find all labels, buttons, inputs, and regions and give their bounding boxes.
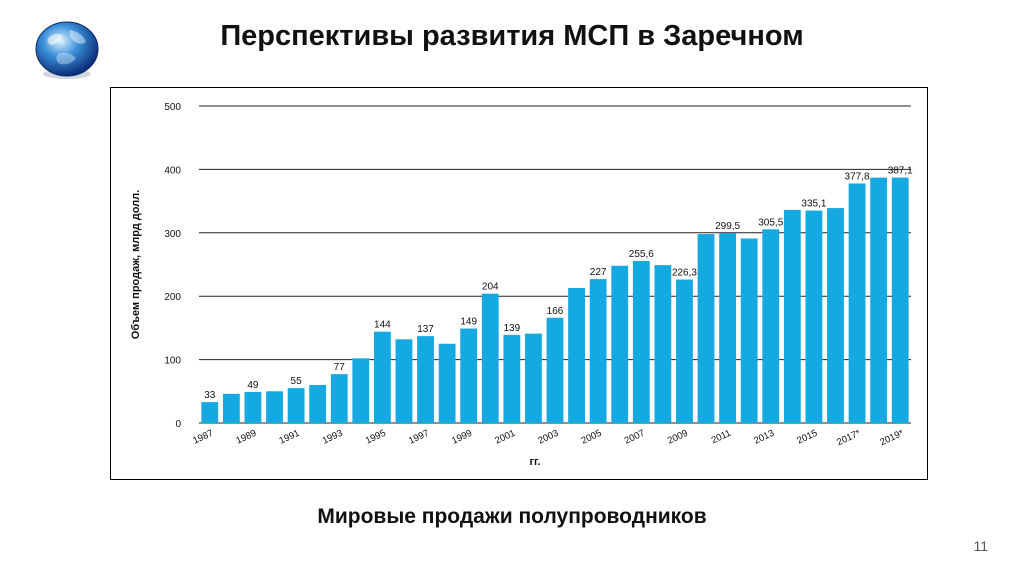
bar xyxy=(201,402,219,423)
bar-data-label: 227 xyxy=(590,267,607,278)
x-tick-label: 2017* xyxy=(835,428,862,449)
x-tick-label: 2013 xyxy=(752,428,776,447)
bar xyxy=(309,384,327,423)
y-tick-label: 0 xyxy=(175,419,181,430)
x-tick-label: 2009 xyxy=(666,428,690,447)
bar xyxy=(330,374,348,423)
bar xyxy=(805,210,823,423)
bar xyxy=(481,293,499,423)
bar xyxy=(719,233,737,423)
y-tick-label: 400 xyxy=(164,165,181,176)
bar xyxy=(222,393,240,423)
bar-data-label: 149 xyxy=(460,317,477,328)
bar xyxy=(352,358,370,423)
x-tick-label: 2011 xyxy=(710,428,733,447)
y-axis-title: Объем продаж, млрд долл. xyxy=(130,190,142,339)
bar-data-label: 299,5 xyxy=(715,221,740,232)
bar-data-label: 49 xyxy=(247,380,259,391)
x-tick-label: 2019* xyxy=(878,428,905,449)
chart-caption: Мировые продажи полупроводников xyxy=(317,505,707,528)
x-tick-label: 1995 xyxy=(364,428,388,447)
y-tick-label: 300 xyxy=(164,229,181,240)
bar xyxy=(870,177,888,423)
bar xyxy=(395,339,413,423)
x-tick-label: 1987 xyxy=(191,428,215,447)
bar-data-label: 137 xyxy=(417,324,434,335)
chart-frame: 0 100 200 300 400 500 Объем продаж, млрд долл.… xyxy=(110,87,928,480)
bar xyxy=(266,391,283,423)
bar xyxy=(460,328,478,423)
y-tick-label: 500 xyxy=(164,102,181,113)
bar xyxy=(632,260,650,423)
bar xyxy=(546,317,564,423)
bar-data-label: 335,1 xyxy=(801,199,826,210)
bar xyxy=(589,279,607,423)
x-tick-label: 1997 xyxy=(407,428,431,447)
bar xyxy=(654,265,672,423)
bar-data-label: 144 xyxy=(374,320,391,331)
bar-data-label: 166 xyxy=(547,306,564,317)
x-tick-label: 1999 xyxy=(450,428,474,447)
bar xyxy=(503,334,521,423)
bar-data-label: 55 xyxy=(291,376,303,387)
bar-data-label: 139 xyxy=(504,323,521,334)
bar-data-label: 77 xyxy=(334,362,346,373)
bar-data-label: 33 xyxy=(204,390,216,401)
bar xyxy=(417,336,434,423)
x-tick-label: 1991 xyxy=(278,428,302,447)
bar xyxy=(740,238,758,423)
bar xyxy=(287,388,305,423)
globe-icon xyxy=(30,16,104,82)
bar xyxy=(568,287,585,423)
bar xyxy=(891,177,909,423)
slide-title: Перспективы развития МСП в Заречном xyxy=(220,20,804,52)
x-tick-label: 2015 xyxy=(795,428,819,447)
bar xyxy=(762,229,780,423)
bar xyxy=(676,279,693,423)
x-tick-label: 2001 xyxy=(493,428,517,447)
x-tick-label: 1989 xyxy=(234,428,258,447)
bar xyxy=(783,209,801,423)
bar-data-label: 255,6 xyxy=(629,249,654,260)
x-tick-label: 2007 xyxy=(623,428,647,447)
x-tick-label: 2003 xyxy=(536,428,560,447)
page-number: 11 xyxy=(973,538,988,554)
bar xyxy=(525,333,542,423)
bar xyxy=(611,265,629,423)
bar xyxy=(438,343,456,423)
x-tick-label: 1993 xyxy=(321,428,345,447)
x-axis-title: гг. xyxy=(529,456,540,468)
bar xyxy=(373,331,391,423)
y-tick-label: 200 xyxy=(164,292,181,303)
y-tick-label: 100 xyxy=(164,356,181,367)
bar xyxy=(244,391,262,423)
x-tick-label: 2005 xyxy=(580,428,604,447)
bar xyxy=(848,183,866,423)
bar xyxy=(827,208,844,423)
bar-data-label: 387,1 xyxy=(888,166,913,177)
bar-data-label: 204 xyxy=(482,282,499,293)
bar xyxy=(697,234,715,423)
bar-data-label: 305,5 xyxy=(758,217,783,228)
semiconductor-sales-chart: 0 100 200 300 400 500 Объем продаж, млрд долл.… xyxy=(130,102,913,468)
bar-data-label: 226,3 xyxy=(672,268,697,279)
bar-data-label: 377,8 xyxy=(845,171,870,182)
